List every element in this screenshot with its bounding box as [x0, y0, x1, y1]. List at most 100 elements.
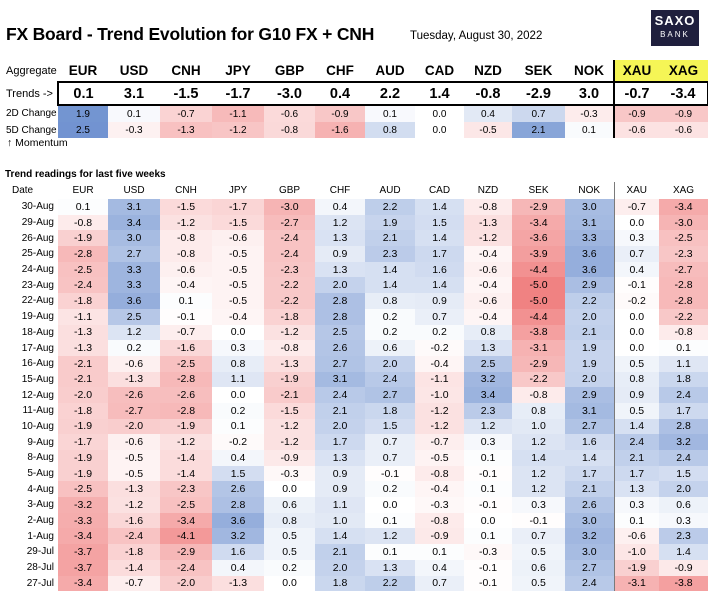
- history-cell-eur: -2.0: [58, 387, 108, 403]
- history-cell-xau: 1.4: [614, 419, 659, 435]
- history-cell-xau: -0.1: [614, 277, 659, 293]
- history-cell-gbp: -3.0: [264, 199, 315, 215]
- history-cell-nzd: -1.2: [464, 230, 512, 246]
- change-5d-chf: -1.6: [315, 122, 365, 138]
- history-cell-chf: 0.4: [315, 199, 365, 215]
- history-cell-nzd: 0.1: [464, 450, 512, 466]
- history-date: 30-Aug: [0, 199, 58, 215]
- change-5d-usd: -0.3: [108, 122, 160, 138]
- history-cell-nok: 2.7: [565, 560, 614, 576]
- history-cell-xau: 0.8: [614, 372, 659, 388]
- history-date: 3-Aug: [0, 497, 58, 513]
- history-column-header-jpy: JPY: [212, 182, 264, 199]
- history-cell-gbp: 0.5: [264, 544, 315, 560]
- change-2d-cnh: -0.7: [160, 105, 212, 122]
- currency-header-eur: EUR: [58, 60, 108, 82]
- history-cell-eur: -0.8: [58, 215, 108, 231]
- history-cell-sek: 1.2: [512, 466, 565, 482]
- trend-value-sek: -2.9: [512, 82, 565, 105]
- history-cell-aud: 1.4: [365, 277, 415, 293]
- history-cell-eur: -2.1: [58, 356, 108, 372]
- history-cell-gbp: -2.2: [264, 293, 315, 309]
- history-cell-sek: 0.8: [512, 403, 565, 419]
- history-cell-cad: -0.8: [415, 466, 464, 482]
- history-cell-usd: -2.6: [108, 387, 160, 403]
- currency-header-nok: NOK: [565, 60, 614, 82]
- trend-value-eur: 0.1: [58, 82, 108, 105]
- history-cell-usd: -1.3: [108, 372, 160, 388]
- history-date: 8-Aug: [0, 450, 58, 466]
- history-cell-aud: 2.4: [365, 372, 415, 388]
- change-2d-sek: 0.7: [512, 105, 565, 122]
- change-2d-xau: -0.9: [614, 105, 659, 122]
- history-date: 5-Aug: [0, 466, 58, 482]
- history-cell-nok: 3.1: [565, 403, 614, 419]
- history-cell-aud: 0.2: [365, 309, 415, 325]
- history-cell-xau: 0.5: [614, 403, 659, 419]
- history-cell-xau: 0.5: [614, 356, 659, 372]
- logo-line1: SAXO: [651, 10, 699, 29]
- history-cell-cad: -1.2: [415, 403, 464, 419]
- history-cell-usd: 3.3: [108, 262, 160, 278]
- history-cell-aud: 0.8: [365, 293, 415, 309]
- history-cell-nok: 2.1: [565, 325, 614, 341]
- history-cell-nzd: 0.1: [464, 528, 512, 544]
- history-date: 23-Aug: [0, 277, 58, 293]
- history-cell-cnh: -0.7: [160, 325, 212, 341]
- history-cell-xau: 2.4: [614, 434, 659, 450]
- currency-header-cnh: CNH: [160, 60, 212, 82]
- history-cell-xau: -0.2: [614, 293, 659, 309]
- history-cell-xag: 1.7: [659, 403, 708, 419]
- history-cell-usd: -2.4: [108, 528, 160, 544]
- history-cell-gbp: -1.2: [264, 434, 315, 450]
- history-cell-aud: 0.7: [365, 450, 415, 466]
- history-cell-eur: 0.1: [58, 199, 108, 215]
- history-cell-sek: 1.4: [512, 450, 565, 466]
- history-cell-cnh: -2.5: [160, 356, 212, 372]
- history-cell-chf: 1.1: [315, 497, 365, 513]
- history-cell-chf: 1.3: [315, 450, 365, 466]
- change-2d-chf: -0.9: [315, 105, 365, 122]
- history-cell-jpy: 0.0: [212, 387, 264, 403]
- currency-header-sek: SEK: [512, 60, 565, 82]
- history-cell-chf: 1.3: [315, 230, 365, 246]
- currency-header-jpy: JPY: [212, 60, 264, 82]
- history-cell-xag: -3.4: [659, 199, 708, 215]
- history-cell-aud: 0.6: [365, 340, 415, 356]
- history-cell-xau: -1.9: [614, 560, 659, 576]
- history-cell-eur: -1.1: [58, 309, 108, 325]
- history-cell-cnh: -0.6: [160, 262, 212, 278]
- history-cell-usd: 3.1: [108, 199, 160, 215]
- change-5d-cad: 0.0: [415, 122, 464, 138]
- history-cell-gbp: 0.0: [264, 481, 315, 497]
- history-cell-eur: -2.1: [58, 372, 108, 388]
- history-cell-xag: 0.3: [659, 513, 708, 529]
- history-cell-aud: 1.9: [365, 215, 415, 231]
- history-cell-aud: -0.1: [365, 466, 415, 482]
- history-cell-cad: -0.2: [415, 340, 464, 356]
- history-cell-sek: 1.2: [512, 434, 565, 450]
- history-cell-eur: -1.3: [58, 325, 108, 341]
- history-cell-eur: -1.9: [58, 230, 108, 246]
- history-cell-aud: 0.1: [365, 544, 415, 560]
- history-cell-sek: -2.9: [512, 356, 565, 372]
- history-cell-gbp: -2.1: [264, 387, 315, 403]
- currency-header-nzd: NZD: [464, 60, 512, 82]
- history-cell-gbp: 0.2: [264, 560, 315, 576]
- trend-value-xau: -0.7: [614, 82, 659, 105]
- history-cell-nzd: -1.3: [464, 215, 512, 231]
- history-cell-nok: 2.7: [565, 419, 614, 435]
- history-date: 22-Aug: [0, 293, 58, 309]
- history-cell-sek: -5.0: [512, 277, 565, 293]
- trend-value-chf: 0.4: [315, 82, 365, 105]
- history-cell-nzd: 1.3: [464, 340, 512, 356]
- history-cell-aud: 0.7: [365, 434, 415, 450]
- history-cell-cnh: -2.5: [160, 497, 212, 513]
